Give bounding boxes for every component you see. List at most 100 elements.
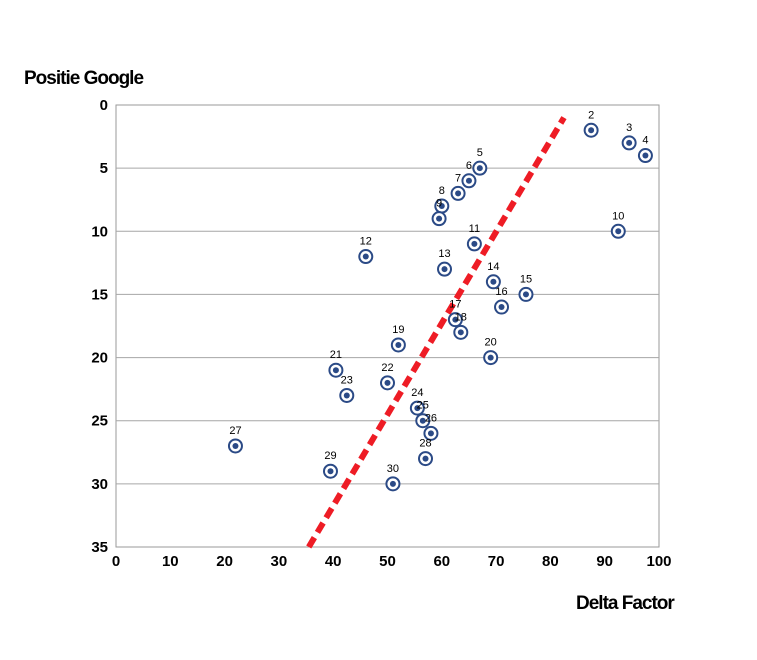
data-point: 20 <box>483 337 499 366</box>
point-marker-dot <box>427 430 434 437</box>
point-marker-dot <box>476 165 483 172</box>
data-point: 15 <box>518 273 534 302</box>
point-label: 18 <box>455 311 467 323</box>
plot-area <box>115 104 660 548</box>
point-marker-dot <box>438 203 445 210</box>
data-points: 2345678910111213141516171819202122232425… <box>227 109 653 492</box>
y-tick-label: 10 <box>91 223 108 240</box>
point-marker-dot <box>457 329 464 336</box>
data-point: 18 <box>453 311 469 340</box>
point-marker-dot <box>588 127 595 134</box>
point-label: 12 <box>360 236 372 248</box>
data-point: 14 <box>485 261 501 290</box>
data-point: 30 <box>385 463 401 492</box>
y-tick-label: 5 <box>100 160 108 177</box>
data-point: 4 <box>637 135 653 164</box>
point-label: 21 <box>330 349 342 361</box>
point-marker-dot <box>487 354 494 361</box>
point-label: 8 <box>439 185 445 197</box>
point-marker-dot <box>490 278 497 285</box>
data-point: 6 <box>461 160 477 189</box>
data-point: 5 <box>472 147 488 176</box>
y-tick-label: 0 <box>100 97 108 114</box>
data-point: 13 <box>437 248 453 277</box>
point-marker-dot <box>642 152 649 159</box>
point-marker-dot <box>422 455 429 462</box>
point-marker-dot <box>441 266 448 273</box>
data-point: 7 <box>450 172 466 201</box>
x-tick-label: 40 <box>325 553 342 570</box>
point-marker-dot <box>465 177 472 184</box>
x-tick-label: 90 <box>596 553 613 570</box>
point-marker-dot <box>362 253 369 260</box>
point-label: 19 <box>392 324 404 336</box>
point-marker-dot <box>384 379 391 386</box>
x-tick-label: 50 <box>379 553 396 570</box>
data-point: 11 <box>466 223 482 252</box>
point-marker-dot <box>389 480 396 487</box>
data-point: 28 <box>418 438 434 467</box>
point-label: 11 <box>469 223 480 235</box>
point-label: 27 <box>229 425 241 437</box>
point-marker-dot <box>471 240 478 247</box>
data-point: 3 <box>621 122 637 151</box>
data-point: 10 <box>610 210 626 239</box>
point-marker-dot <box>332 367 339 374</box>
y-axis-label: Positie Google <box>24 68 143 89</box>
data-point: 21 <box>328 349 344 378</box>
point-marker-dot <box>615 228 622 235</box>
point-label: 4 <box>642 135 648 147</box>
trendline <box>306 116 567 549</box>
point-marker-dot <box>626 139 633 146</box>
data-point: 9 <box>431 198 447 227</box>
point-label: 10 <box>612 210 624 222</box>
data-point: 19 <box>390 324 406 353</box>
point-label: 16 <box>495 286 507 298</box>
point-marker-dot <box>327 468 334 475</box>
point-marker-dot <box>343 392 350 399</box>
x-tick-label: 60 <box>433 553 450 570</box>
y-tick-label: 25 <box>91 413 108 430</box>
point-label: 14 <box>487 261 499 273</box>
point-label: 7 <box>455 172 461 184</box>
point-label: 3 <box>626 122 632 134</box>
y-tick-label: 35 <box>91 539 108 556</box>
point-label: 6 <box>466 160 472 172</box>
data-point: 2 <box>583 109 599 138</box>
data-point: 17 <box>447 299 463 328</box>
point-marker-dot <box>419 417 426 424</box>
x-tick-label: 0 <box>112 553 120 570</box>
x-tick-label: 80 <box>542 553 559 570</box>
point-marker-dot <box>436 215 443 222</box>
point-label: 13 <box>438 248 450 260</box>
y-tick-label: 20 <box>91 350 108 367</box>
x-tick-label: 10 <box>162 553 179 570</box>
point-label: 20 <box>485 337 497 349</box>
point-label: 24 <box>411 387 423 399</box>
point-label: 22 <box>381 362 393 374</box>
point-marker-dot <box>498 304 505 311</box>
data-point: 23 <box>339 374 355 403</box>
point-marker-dot <box>455 190 462 197</box>
point-label: 28 <box>419 438 431 450</box>
data-point: 8 <box>434 185 450 214</box>
x-tick-label: 70 <box>488 553 505 570</box>
point-label: 2 <box>588 109 594 121</box>
x-tick-label: 20 <box>216 553 233 570</box>
point-marker-dot <box>452 316 459 323</box>
x-axis-ticks: 0 10 20 30 40 50 60 70 80 90 100 <box>112 553 672 570</box>
point-label: 5 <box>477 147 483 159</box>
data-point: 29 <box>322 450 338 479</box>
x-axis-label: Delta Factor <box>576 593 675 614</box>
y-tick-label: 15 <box>91 286 108 303</box>
data-point: 22 <box>380 362 395 391</box>
data-point: 24 <box>409 387 425 416</box>
point-label: 9 <box>436 198 442 210</box>
data-point: 27 <box>227 425 243 454</box>
point-label: 25 <box>417 400 429 412</box>
y-axis-ticks: 0 5 10 15 20 25 30 35 <box>91 97 108 556</box>
data-point: 12 <box>358 236 374 265</box>
point-label: 23 <box>341 374 353 386</box>
data-point: 25 <box>415 400 431 429</box>
